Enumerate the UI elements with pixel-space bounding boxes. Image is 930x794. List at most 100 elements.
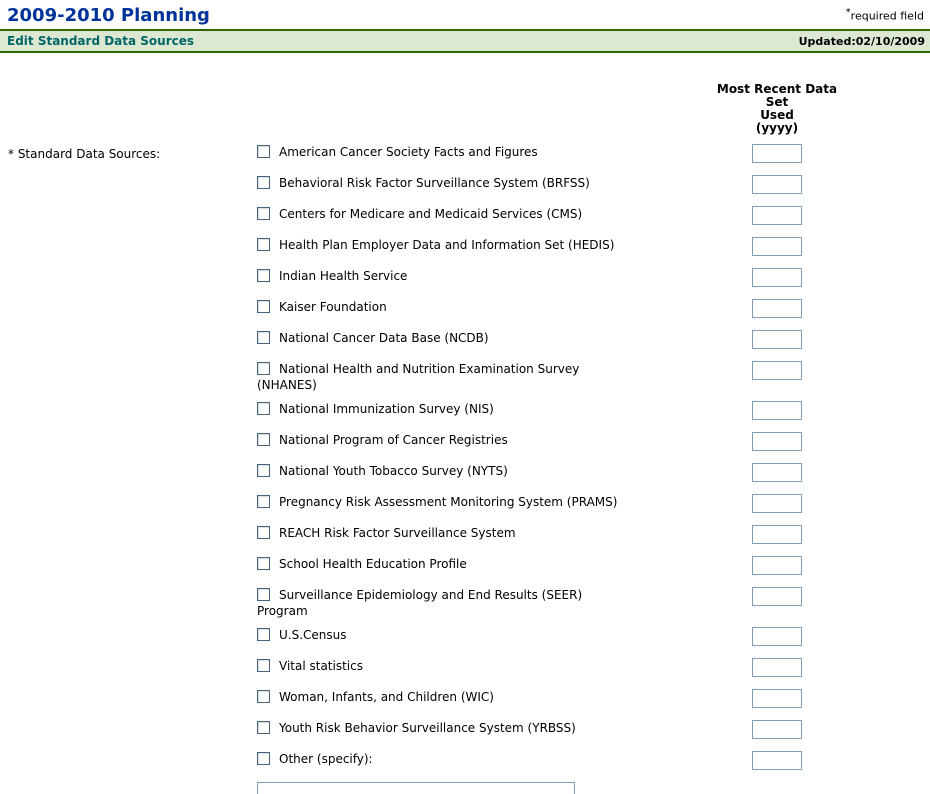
- updated-date: Updated:02/10/2009: [798, 34, 925, 48]
- data-source-row: School Health Education Profile: [257, 556, 802, 575]
- data-source-label: Pregnancy Risk Assessment Monitoring Sys…: [279, 495, 618, 509]
- year-input[interactable]: [752, 720, 802, 739]
- data-source-checkbox[interactable]: [257, 331, 270, 344]
- data-source-row: Woman, Infants, and Children (WIC): [257, 689, 802, 708]
- data-source-label-cell: Kaiser Foundation: [257, 299, 687, 315]
- data-source-row: National Immunization Survey (NIS): [257, 401, 802, 420]
- year-input[interactable]: [752, 432, 802, 451]
- most-recent-data-set-header: Most Recent Data Set Used (yyyy): [704, 83, 850, 135]
- data-source-row: Vital statistics: [257, 658, 802, 677]
- data-source-row: National Cancer Data Base (NCDB): [257, 330, 802, 349]
- data-source-checkbox[interactable]: [257, 690, 270, 703]
- data-source-checkbox[interactable]: [257, 238, 270, 251]
- data-source-checkbox[interactable]: [257, 433, 270, 446]
- data-source-row: National Youth Tobacco Survey (NYTS): [257, 463, 802, 482]
- data-source-checkbox[interactable]: [257, 526, 270, 539]
- data-source-label: Other (specify):: [279, 752, 373, 766]
- data-source-row: Centers for Medicare and Medicaid Servic…: [257, 206, 802, 225]
- year-input[interactable]: [752, 361, 802, 380]
- data-source-row: Surveillance Epidemiology and End Result…: [257, 587, 802, 619]
- data-source-label: Surveillance Epidemiology and End Result…: [257, 588, 583, 618]
- data-source-row: American Cancer Society Facts and Figure…: [257, 144, 802, 163]
- data-source-row: Health Plan Employer Data and Informatio…: [257, 237, 802, 256]
- form-area: * Standard Data Sources: American Cancer…: [0, 144, 930, 794]
- year-input[interactable]: [752, 144, 802, 163]
- data-source-row: Other (specify):: [257, 751, 802, 770]
- data-source-label: School Health Education Profile: [279, 557, 467, 571]
- data-source-checkbox[interactable]: [257, 557, 270, 570]
- header-line-1: Most Recent Data Set: [716, 82, 838, 109]
- data-source-label: Health Plan Employer Data and Informatio…: [279, 238, 615, 252]
- year-input[interactable]: [752, 494, 802, 513]
- data-source-label-cell: Surveillance Epidemiology and End Result…: [257, 587, 687, 619]
- standard-data-sources-list: American Cancer Society Facts and Figure…: [257, 144, 802, 770]
- data-source-row: Indian Health Service: [257, 268, 802, 287]
- required-asterisk: *: [845, 7, 851, 18]
- data-source-row: Pregnancy Risk Assessment Monitoring Sys…: [257, 494, 802, 513]
- data-source-checkbox[interactable]: [257, 207, 270, 220]
- data-source-label: Behavioral Risk Factor Surveillance Syst…: [279, 176, 590, 190]
- other-specify-input[interactable]: [257, 782, 575, 794]
- data-source-checkbox[interactable]: [257, 269, 270, 282]
- data-source-label-cell: National Immunization Survey (NIS): [257, 401, 687, 417]
- data-source-label: Kaiser Foundation: [279, 300, 387, 314]
- data-source-label: REACH Risk Factor Surveillance System: [279, 526, 516, 540]
- data-source-checkbox[interactable]: [257, 362, 270, 375]
- page-title: 2009-2010 Planning: [7, 5, 210, 26]
- data-source-label-cell: Other (specify):: [257, 751, 687, 767]
- data-source-checkbox[interactable]: [257, 402, 270, 415]
- title-row: 2009-2010 Planning *required field: [0, 0, 930, 29]
- data-source-label: National Cancer Data Base (NCDB): [279, 331, 489, 345]
- data-source-row: Youth Risk Behavior Surveillance System …: [257, 720, 802, 739]
- data-source-label-cell: Behavioral Risk Factor Surveillance Syst…: [257, 175, 687, 191]
- data-source-checkbox[interactable]: [257, 176, 270, 189]
- data-source-label-cell: National Health and Nutrition Examinatio…: [257, 361, 687, 393]
- data-source-checkbox[interactable]: [257, 300, 270, 313]
- data-source-row: National Health and Nutrition Examinatio…: [257, 361, 802, 393]
- data-source-checkbox[interactable]: [257, 659, 270, 672]
- data-source-checkbox[interactable]: [257, 495, 270, 508]
- data-source-label-cell: American Cancer Society Facts and Figure…: [257, 144, 687, 160]
- data-source-label-cell: REACH Risk Factor Surveillance System: [257, 525, 687, 541]
- data-source-label: Indian Health Service: [279, 269, 408, 283]
- data-source-label-cell: Health Plan Employer Data and Informatio…: [257, 237, 687, 253]
- year-input[interactable]: [752, 556, 802, 575]
- data-source-label: American Cancer Society Facts and Figure…: [279, 145, 538, 159]
- data-source-label-cell: Youth Risk Behavior Surveillance System …: [257, 720, 687, 736]
- year-input[interactable]: [752, 401, 802, 420]
- year-input[interactable]: [752, 751, 802, 770]
- data-source-label: National Youth Tobacco Survey (NYTS): [279, 464, 508, 478]
- form-rows-column: American Cancer Society Facts and Figure…: [257, 144, 802, 794]
- data-source-label: National Immunization Survey (NIS): [279, 402, 494, 416]
- year-input[interactable]: [752, 689, 802, 708]
- standard-data-sources-label: * Standard Data Sources:: [8, 147, 161, 161]
- header-line-2: Used: [760, 108, 794, 122]
- year-input[interactable]: [752, 330, 802, 349]
- year-input[interactable]: [752, 206, 802, 225]
- data-source-label: Woman, Infants, and Children (WIC): [279, 690, 494, 704]
- data-source-checkbox[interactable]: [257, 721, 270, 734]
- data-source-label-cell: Pregnancy Risk Assessment Monitoring Sys…: [257, 494, 687, 510]
- data-source-checkbox[interactable]: [257, 145, 270, 158]
- year-input[interactable]: [752, 268, 802, 287]
- year-input[interactable]: [752, 627, 802, 646]
- data-source-label: Vital statistics: [279, 659, 363, 673]
- data-source-label: U.S.Census: [279, 628, 347, 642]
- header-line-3: (yyyy): [755, 121, 799, 135]
- data-source-label-cell: U.S.Census: [257, 627, 687, 643]
- data-source-label-cell: Woman, Infants, and Children (WIC): [257, 689, 687, 705]
- required-note-text: required field: [850, 9, 924, 23]
- year-input[interactable]: [752, 525, 802, 544]
- year-input[interactable]: [752, 237, 802, 256]
- data-source-checkbox[interactable]: [257, 588, 270, 601]
- year-input[interactable]: [752, 463, 802, 482]
- data-source-checkbox[interactable]: [257, 464, 270, 477]
- data-source-label-cell: Indian Health Service: [257, 268, 687, 284]
- data-source-checkbox[interactable]: [257, 628, 270, 641]
- year-input[interactable]: [752, 299, 802, 318]
- year-input[interactable]: [752, 175, 802, 194]
- year-input[interactable]: [752, 658, 802, 677]
- data-source-checkbox[interactable]: [257, 752, 270, 765]
- year-input[interactable]: [752, 587, 802, 606]
